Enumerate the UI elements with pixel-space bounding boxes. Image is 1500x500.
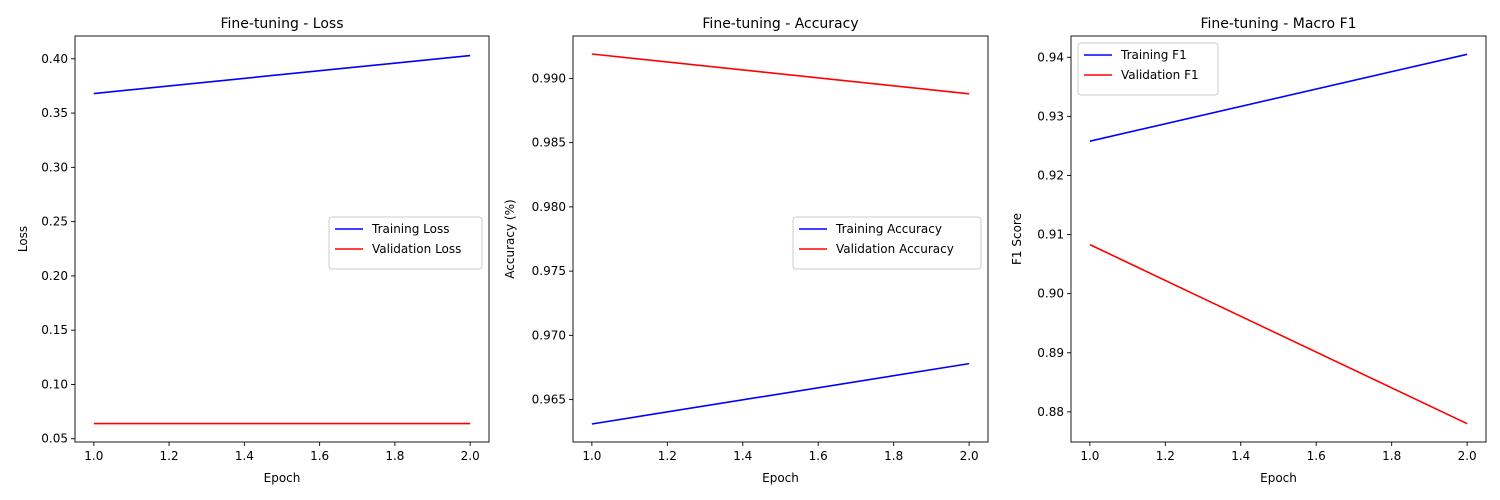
y-tick-label: 0.970 — [532, 328, 566, 342]
legend: Training Loss Validation Loss — [328, 216, 483, 270]
x-tick-label: 1.8 — [1382, 449, 1401, 463]
series-line-1 — [1089, 53, 1468, 142]
x-tick-label: 1.6 — [310, 449, 329, 463]
legend-label-1: Training Accuracy — [835, 222, 942, 236]
y-tick-label: 0.25 — [41, 215, 68, 229]
series-line-2 — [1089, 243, 1468, 425]
x-tick-label: 1.4 — [733, 449, 752, 463]
x-tick-label: 1.2 — [658, 449, 677, 463]
y-tick-label: 0.91 — [1037, 228, 1064, 242]
y-axis-label: Accuracy (%) — [503, 199, 517, 278]
x-axis-label: Epoch — [1260, 471, 1297, 485]
x-tick-label: 2.0 — [960, 449, 979, 463]
series-line-1 — [591, 362, 970, 425]
x-tick-label: 1.6 — [809, 449, 828, 463]
x-tick-label: 1.0 — [84, 449, 103, 463]
x-axis-label: Epoch — [762, 471, 799, 485]
x-tick-label: 1.0 — [582, 449, 601, 463]
chart-2: Fine-tuning - Accuracy 1.0 1.2 1.4 1.6 1.8 2.0… — [503, 16, 989, 485]
y-tick-label: 0.35 — [41, 106, 68, 120]
y-tick-label: 0.93 — [1037, 109, 1064, 123]
y-tick-label: 0.975 — [532, 264, 566, 278]
axes-frame — [1070, 35, 1487, 443]
charts-root: Fine-tuning - Loss 1.0 1.2 1.4 1.6 1.8 2.0 0.05… — [16, 16, 1487, 485]
y-tick-label: 0.985 — [532, 136, 566, 150]
x-tick-label: 1.2 — [1156, 449, 1175, 463]
y-tick-label: 0.88 — [1037, 405, 1064, 419]
x-tick-label: 1.0 — [1080, 449, 1099, 463]
legend-label-1: Training F1 — [1120, 48, 1187, 62]
x-tick-label: 1.8 — [385, 449, 404, 463]
chart-title: Fine-tuning - Loss — [220, 16, 343, 32]
y-tick-label: 0.990 — [532, 71, 566, 85]
y-tick-label: 0.10 — [41, 377, 68, 391]
axes-frame — [74, 35, 490, 443]
legend-label-2: Validation Loss — [372, 242, 461, 256]
y-tick-label: 0.92 — [1037, 168, 1064, 182]
y-tick-label: 0.40 — [41, 52, 68, 66]
x-tick-label: 1.8 — [884, 449, 903, 463]
x-tick-label: 1.4 — [235, 449, 254, 463]
x-tick-label: 2.0 — [461, 449, 480, 463]
legend-label-2: Validation F1 — [1121, 68, 1199, 82]
legend-box — [328, 216, 483, 270]
y-tick-label: 0.15 — [41, 323, 68, 337]
x-tick-label: 2.0 — [1458, 449, 1477, 463]
y-tick-label: 0.90 — [1037, 287, 1064, 301]
axes-frame — [572, 35, 989, 443]
y-tick-label: 0.980 — [532, 200, 566, 214]
y-tick-label: 0.20 — [41, 269, 68, 283]
y-tick-label: 0.05 — [41, 432, 68, 446]
legend-box — [1077, 42, 1219, 96]
legend: Training Accuracy Validation Accuracy — [792, 216, 982, 270]
chart-title: Fine-tuning - Accuracy — [702, 16, 858, 32]
x-tick-label: 1.6 — [1307, 449, 1326, 463]
y-tick-label: 0.965 — [532, 393, 566, 407]
series-line-2 — [591, 53, 970, 95]
chart-3: Fine-tuning - Macro F1 1.0 1.2 1.4 1.6 1.8 2.0… — [1010, 16, 1487, 485]
y-tick-label: 0.89 — [1037, 346, 1064, 360]
legend: Training F1 Validation F1 — [1077, 42, 1219, 96]
legend-box — [792, 216, 982, 270]
x-tick-label: 1.4 — [1231, 449, 1250, 463]
chart-1: Fine-tuning - Loss 1.0 1.2 1.4 1.6 1.8 2.0 0.05… — [16, 16, 490, 485]
y-axis-label: F1 Score — [1010, 213, 1024, 265]
chart-title: Fine-tuning - Macro F1 — [1200, 16, 1356, 32]
series-line-1 — [93, 54, 471, 95]
x-tick-label: 1.2 — [160, 449, 179, 463]
legend-label-2: Validation Accuracy — [836, 242, 954, 256]
legend-label-1: Training Loss — [371, 222, 449, 236]
y-axis-label: Loss — [16, 226, 30, 252]
y-tick-label: 0.94 — [1037, 50, 1064, 64]
y-tick-label: 0.30 — [41, 160, 68, 174]
x-axis-label: Epoch — [264, 471, 301, 485]
